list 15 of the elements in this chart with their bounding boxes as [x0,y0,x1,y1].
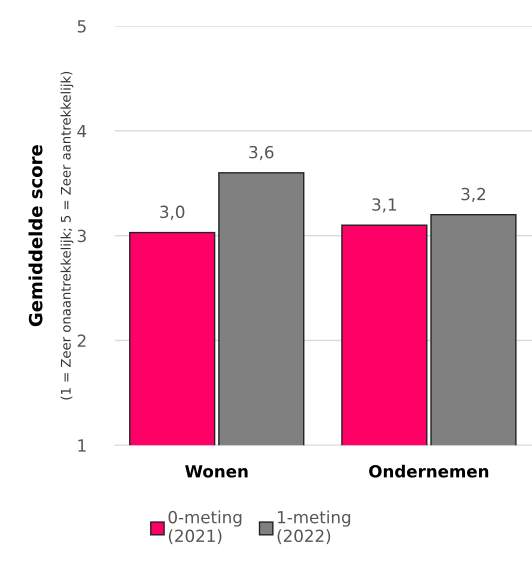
y-tick-label: 3 [78,230,86,242]
legend-label: 1-meting (2022) [278,510,350,544]
x-tick-label: Wonen [185,465,248,478]
data-label: 3,2 [461,188,486,202]
y-axis-title: Gemiddelde score [28,145,42,326]
data-label: 3,0 [160,206,184,220]
y-tick-label: 1 [78,439,86,452]
data-label: 3,1 [372,198,396,213]
y-tick-label: 5 [78,20,86,33]
text: (1 = Zeer onaantrekkelijk; 5 = Zeer aantrekkelijk) [60,72,74,400]
legend-label: 0-meting (2021) [168,510,242,544]
x-tick-label: Ondernemen [369,464,488,478]
y-tick-label: 4 [77,125,86,138]
y-tick-label: 2 [78,334,86,347]
data-label: 3,6 [249,146,274,160]
